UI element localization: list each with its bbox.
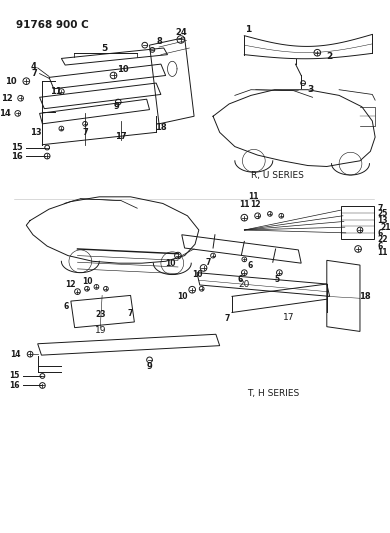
Text: 91768 900 C: 91768 900 C [16,20,89,30]
Text: 17: 17 [115,132,127,141]
Text: 2: 2 [326,52,333,61]
Text: 20: 20 [239,279,250,288]
Text: 6: 6 [64,302,69,311]
Text: 12: 12 [66,279,76,288]
Text: 18: 18 [155,123,167,132]
Text: 9: 9 [113,102,119,111]
Text: 10: 10 [191,270,202,279]
Text: 7: 7 [82,128,88,137]
Text: 13: 13 [30,128,42,137]
Text: 6: 6 [377,229,382,238]
Text: R, U SERIES: R, U SERIES [251,172,304,181]
Text: 1: 1 [245,26,251,35]
Text: 5: 5 [274,275,279,284]
Text: 19: 19 [94,326,106,335]
Text: 6: 6 [238,275,243,284]
Text: 22: 22 [377,235,388,244]
Text: 3: 3 [308,85,314,94]
Text: 11: 11 [239,200,250,209]
Text: 14: 14 [10,350,21,359]
Text: 21: 21 [381,223,390,232]
Text: T, H SERIES: T, H SERIES [246,390,299,399]
Text: 6: 6 [377,241,382,251]
Text: 7: 7 [128,309,133,318]
Text: 24: 24 [175,28,187,37]
Text: 10: 10 [165,259,176,268]
Text: 12: 12 [250,200,261,209]
Text: 4: 4 [31,62,37,71]
Text: 8: 8 [156,37,162,46]
Text: 25: 25 [377,209,387,219]
Text: 16: 16 [9,381,20,390]
Text: 10: 10 [82,277,92,286]
Text: 7: 7 [31,69,37,78]
Text: 14: 14 [0,109,11,118]
Text: 10: 10 [117,66,129,74]
Text: 13: 13 [377,216,388,225]
Text: 11: 11 [377,248,388,257]
Text: 5: 5 [101,44,107,53]
Text: 17: 17 [283,313,294,322]
Text: 10: 10 [5,77,17,86]
Text: 7: 7 [206,258,211,266]
Text: 7: 7 [377,204,383,213]
Text: 15: 15 [11,143,23,152]
Text: 23: 23 [95,310,105,319]
Text: 6: 6 [247,261,253,270]
Text: 16: 16 [11,151,23,160]
Text: 7: 7 [225,313,230,322]
Text: 12: 12 [1,94,13,103]
Text: 11: 11 [248,192,259,201]
Text: 9: 9 [147,362,152,371]
Text: 10: 10 [177,292,188,301]
Text: 15: 15 [9,372,20,381]
Text: 18: 18 [359,292,370,301]
Text: 11: 11 [50,87,62,96]
